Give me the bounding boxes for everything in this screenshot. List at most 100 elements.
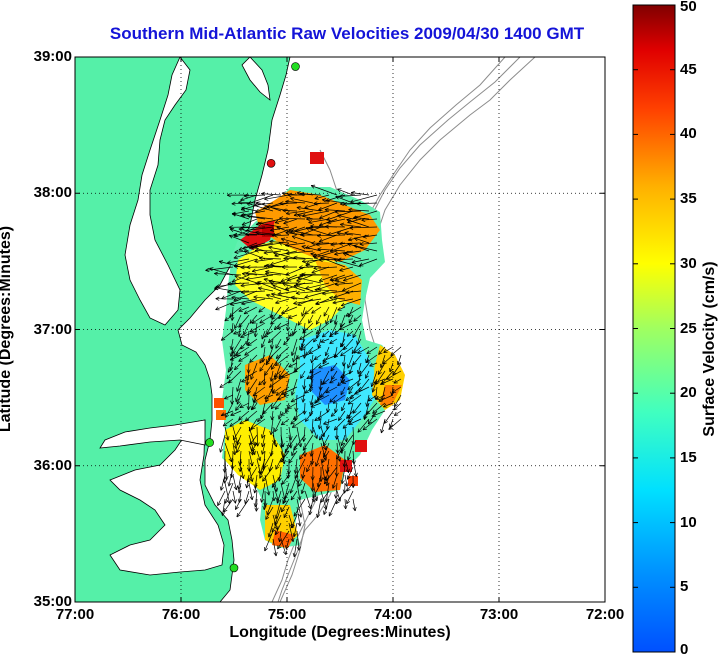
velocity-vector-head [320,498,322,503]
velocity-vector [322,330,330,338]
velocity-vector-head [366,358,369,363]
velocity-vector [344,250,362,254]
velocity-vector-head [365,375,369,379]
velocity-vector-head [234,275,238,279]
velocity-vector [344,498,347,510]
velocity-vector-head [338,416,340,421]
velocity-vector-head [334,277,339,281]
velocity-vector [293,434,306,451]
velocity-vector-head [269,241,274,244]
velocity-vector-head [315,398,319,403]
velocity-vector-head [253,398,256,403]
velocity-vector-head [356,340,358,345]
velocity-vector [318,410,322,421]
velocity-vector [248,466,253,482]
chart-title: Southern Mid-Atlantic Raw Velocities 200… [109,24,585,43]
velocity-vector-head [262,381,265,386]
velocity-vector [233,330,242,335]
velocity-vector [310,185,338,196]
velocity-vector-head [276,442,278,447]
velocity-vector-head [281,310,285,314]
velocity-vector-head [393,406,396,411]
velocity-vector-head [342,287,346,292]
velocity-vector-head [241,303,246,306]
velocity-vector-head [343,280,348,282]
velocity-vector [371,370,378,387]
velocity-vector [233,258,258,267]
velocity-vector-head [239,468,243,472]
velocity-vector-head [301,490,305,495]
velocity-vector [258,378,266,386]
velocity-vector-head [292,426,297,428]
velocity-vector [340,346,354,357]
colorbar-tick-label: 5 [680,578,689,596]
velocity-vector [332,474,338,489]
velocity-vector [334,314,338,325]
velocity-vector [323,442,330,458]
velocity-vector-head [220,412,225,416]
velocity-vector [233,250,258,259]
velocity-vector-head [240,197,244,201]
velocity-vector-head [241,213,246,216]
velocity-vector-head [231,297,236,300]
velocity-vector-head [281,266,286,270]
velocity-vector-head [336,231,341,234]
velocity-vector-head [254,250,259,253]
velocity-vector-head [362,428,367,431]
velocity-vector-head [313,257,318,259]
velocity-vector-head [234,368,239,371]
velocity-vector-head [341,362,344,367]
velocity-vector [260,402,266,419]
velocity-vector [276,322,290,330]
velocity-vector [339,266,354,272]
velocity-vector-head [323,511,328,515]
velocity-vector-head [275,302,280,305]
velocity-vector-head [389,368,394,373]
velocity-vector [313,330,322,343]
grid-lines [75,57,605,602]
velocity-vector-head [314,289,319,292]
velocity-vector [246,202,274,212]
velocity-vector [292,346,298,363]
velocity-vector [240,210,266,216]
velocity-vector [348,418,362,425]
velocity-vector [302,322,314,334]
velocity-vector [315,314,322,325]
velocity-vector-head [346,219,350,223]
velocity-vector-head [333,297,338,299]
velocity-vector [327,218,346,224]
velocity-vector-head [356,203,361,206]
velocity-vector [277,290,298,295]
velocity-vector-head [257,417,259,422]
colorbar-tick-label: 25 [680,319,697,337]
velocity-vector-head [287,327,291,331]
velocity-vector [287,466,290,479]
velocity-vector-head [311,461,315,465]
velocity-vector [314,354,322,360]
velocity-vector-head [235,351,239,356]
velocity-vector-head [227,281,232,285]
velocity-vector-head [325,498,329,503]
velocity-vector [296,466,299,484]
velocity-vector-head [254,202,258,206]
velocity-vector-head [282,283,286,287]
velocity-vector [249,322,266,333]
velocity-vector-head [281,192,286,196]
velocity-vector-head [273,373,277,378]
velocity-vector [338,410,346,421]
velocity-vector-head [288,470,292,475]
velocity-vector-head [265,517,270,520]
velocity-vector [229,354,242,361]
velocity-vector [274,506,282,526]
velocity-vector-head [324,207,329,210]
velocity-vector-head [261,344,265,348]
velocity-vector-head [323,313,328,317]
velocity-vector [231,322,234,333]
velocity-vector-head [263,250,268,254]
velocity-vector-head [236,387,238,392]
velocity-vector [225,402,234,418]
velocity-vector-head [317,247,322,250]
velocity-vector-head [340,222,345,225]
velocity-vector-head [246,215,251,219]
velocity-vector [323,498,330,515]
